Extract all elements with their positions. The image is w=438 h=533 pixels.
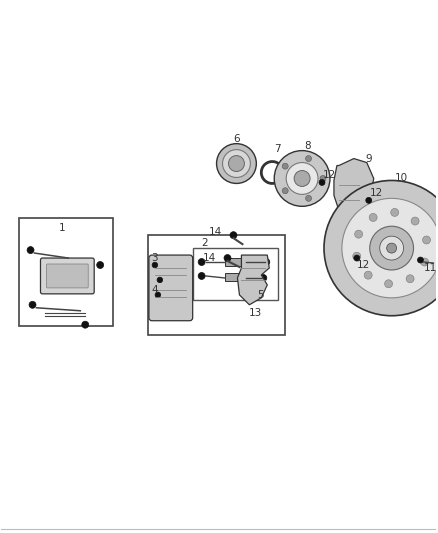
- Text: 4: 4: [152, 285, 158, 295]
- Circle shape: [229, 156, 244, 172]
- Circle shape: [230, 232, 237, 239]
- Circle shape: [263, 259, 270, 265]
- Text: 14: 14: [209, 227, 222, 237]
- Text: 3: 3: [152, 253, 158, 263]
- Circle shape: [223, 150, 251, 177]
- Text: 13: 13: [249, 308, 262, 318]
- Text: 10: 10: [395, 173, 408, 183]
- Text: 5: 5: [257, 290, 264, 300]
- Circle shape: [155, 292, 161, 297]
- Text: 6: 6: [233, 134, 240, 144]
- Polygon shape: [334, 159, 374, 225]
- Circle shape: [198, 272, 205, 279]
- Circle shape: [306, 196, 311, 201]
- Circle shape: [82, 321, 89, 328]
- Text: 11: 11: [424, 263, 437, 273]
- Circle shape: [320, 175, 326, 181]
- Circle shape: [319, 180, 325, 185]
- Circle shape: [27, 247, 34, 254]
- Circle shape: [380, 236, 403, 260]
- Circle shape: [282, 188, 288, 193]
- Circle shape: [224, 255, 231, 262]
- Circle shape: [370, 226, 413, 270]
- Text: 9: 9: [365, 154, 372, 164]
- Circle shape: [342, 198, 438, 298]
- FancyBboxPatch shape: [40, 258, 94, 294]
- Circle shape: [417, 257, 424, 263]
- Circle shape: [306, 156, 311, 161]
- Circle shape: [355, 230, 363, 238]
- Circle shape: [391, 208, 399, 216]
- Text: 14: 14: [203, 253, 216, 263]
- Circle shape: [294, 171, 310, 187]
- Circle shape: [385, 280, 392, 288]
- Circle shape: [97, 262, 104, 269]
- Bar: [18, 218, 113, 326]
- Circle shape: [364, 271, 372, 279]
- Bar: [148, 235, 285, 335]
- Circle shape: [369, 213, 377, 221]
- Circle shape: [260, 274, 267, 281]
- Circle shape: [406, 275, 414, 282]
- Circle shape: [198, 259, 205, 265]
- FancyBboxPatch shape: [46, 264, 88, 288]
- Circle shape: [353, 252, 361, 260]
- Bar: [225, 273, 247, 281]
- Circle shape: [216, 144, 256, 183]
- Text: 12: 12: [322, 171, 336, 181]
- Circle shape: [282, 163, 288, 169]
- Text: 2: 2: [201, 238, 208, 248]
- Circle shape: [286, 163, 318, 195]
- Circle shape: [411, 217, 419, 225]
- Text: 12: 12: [357, 260, 371, 270]
- Circle shape: [387, 243, 396, 253]
- Circle shape: [324, 181, 438, 316]
- Circle shape: [366, 197, 372, 203]
- Text: 1: 1: [59, 223, 66, 233]
- Circle shape: [274, 151, 330, 206]
- Text: 12: 12: [370, 188, 383, 198]
- Circle shape: [157, 277, 162, 282]
- Circle shape: [29, 301, 36, 308]
- Circle shape: [354, 255, 360, 261]
- Text: 8: 8: [304, 141, 311, 151]
- Polygon shape: [237, 255, 269, 305]
- Circle shape: [423, 236, 431, 244]
- Bar: [193, 248, 278, 300]
- Text: 7: 7: [274, 143, 281, 154]
- Bar: [225, 258, 247, 266]
- FancyBboxPatch shape: [149, 255, 193, 321]
- Circle shape: [420, 258, 429, 266]
- Circle shape: [152, 262, 158, 268]
